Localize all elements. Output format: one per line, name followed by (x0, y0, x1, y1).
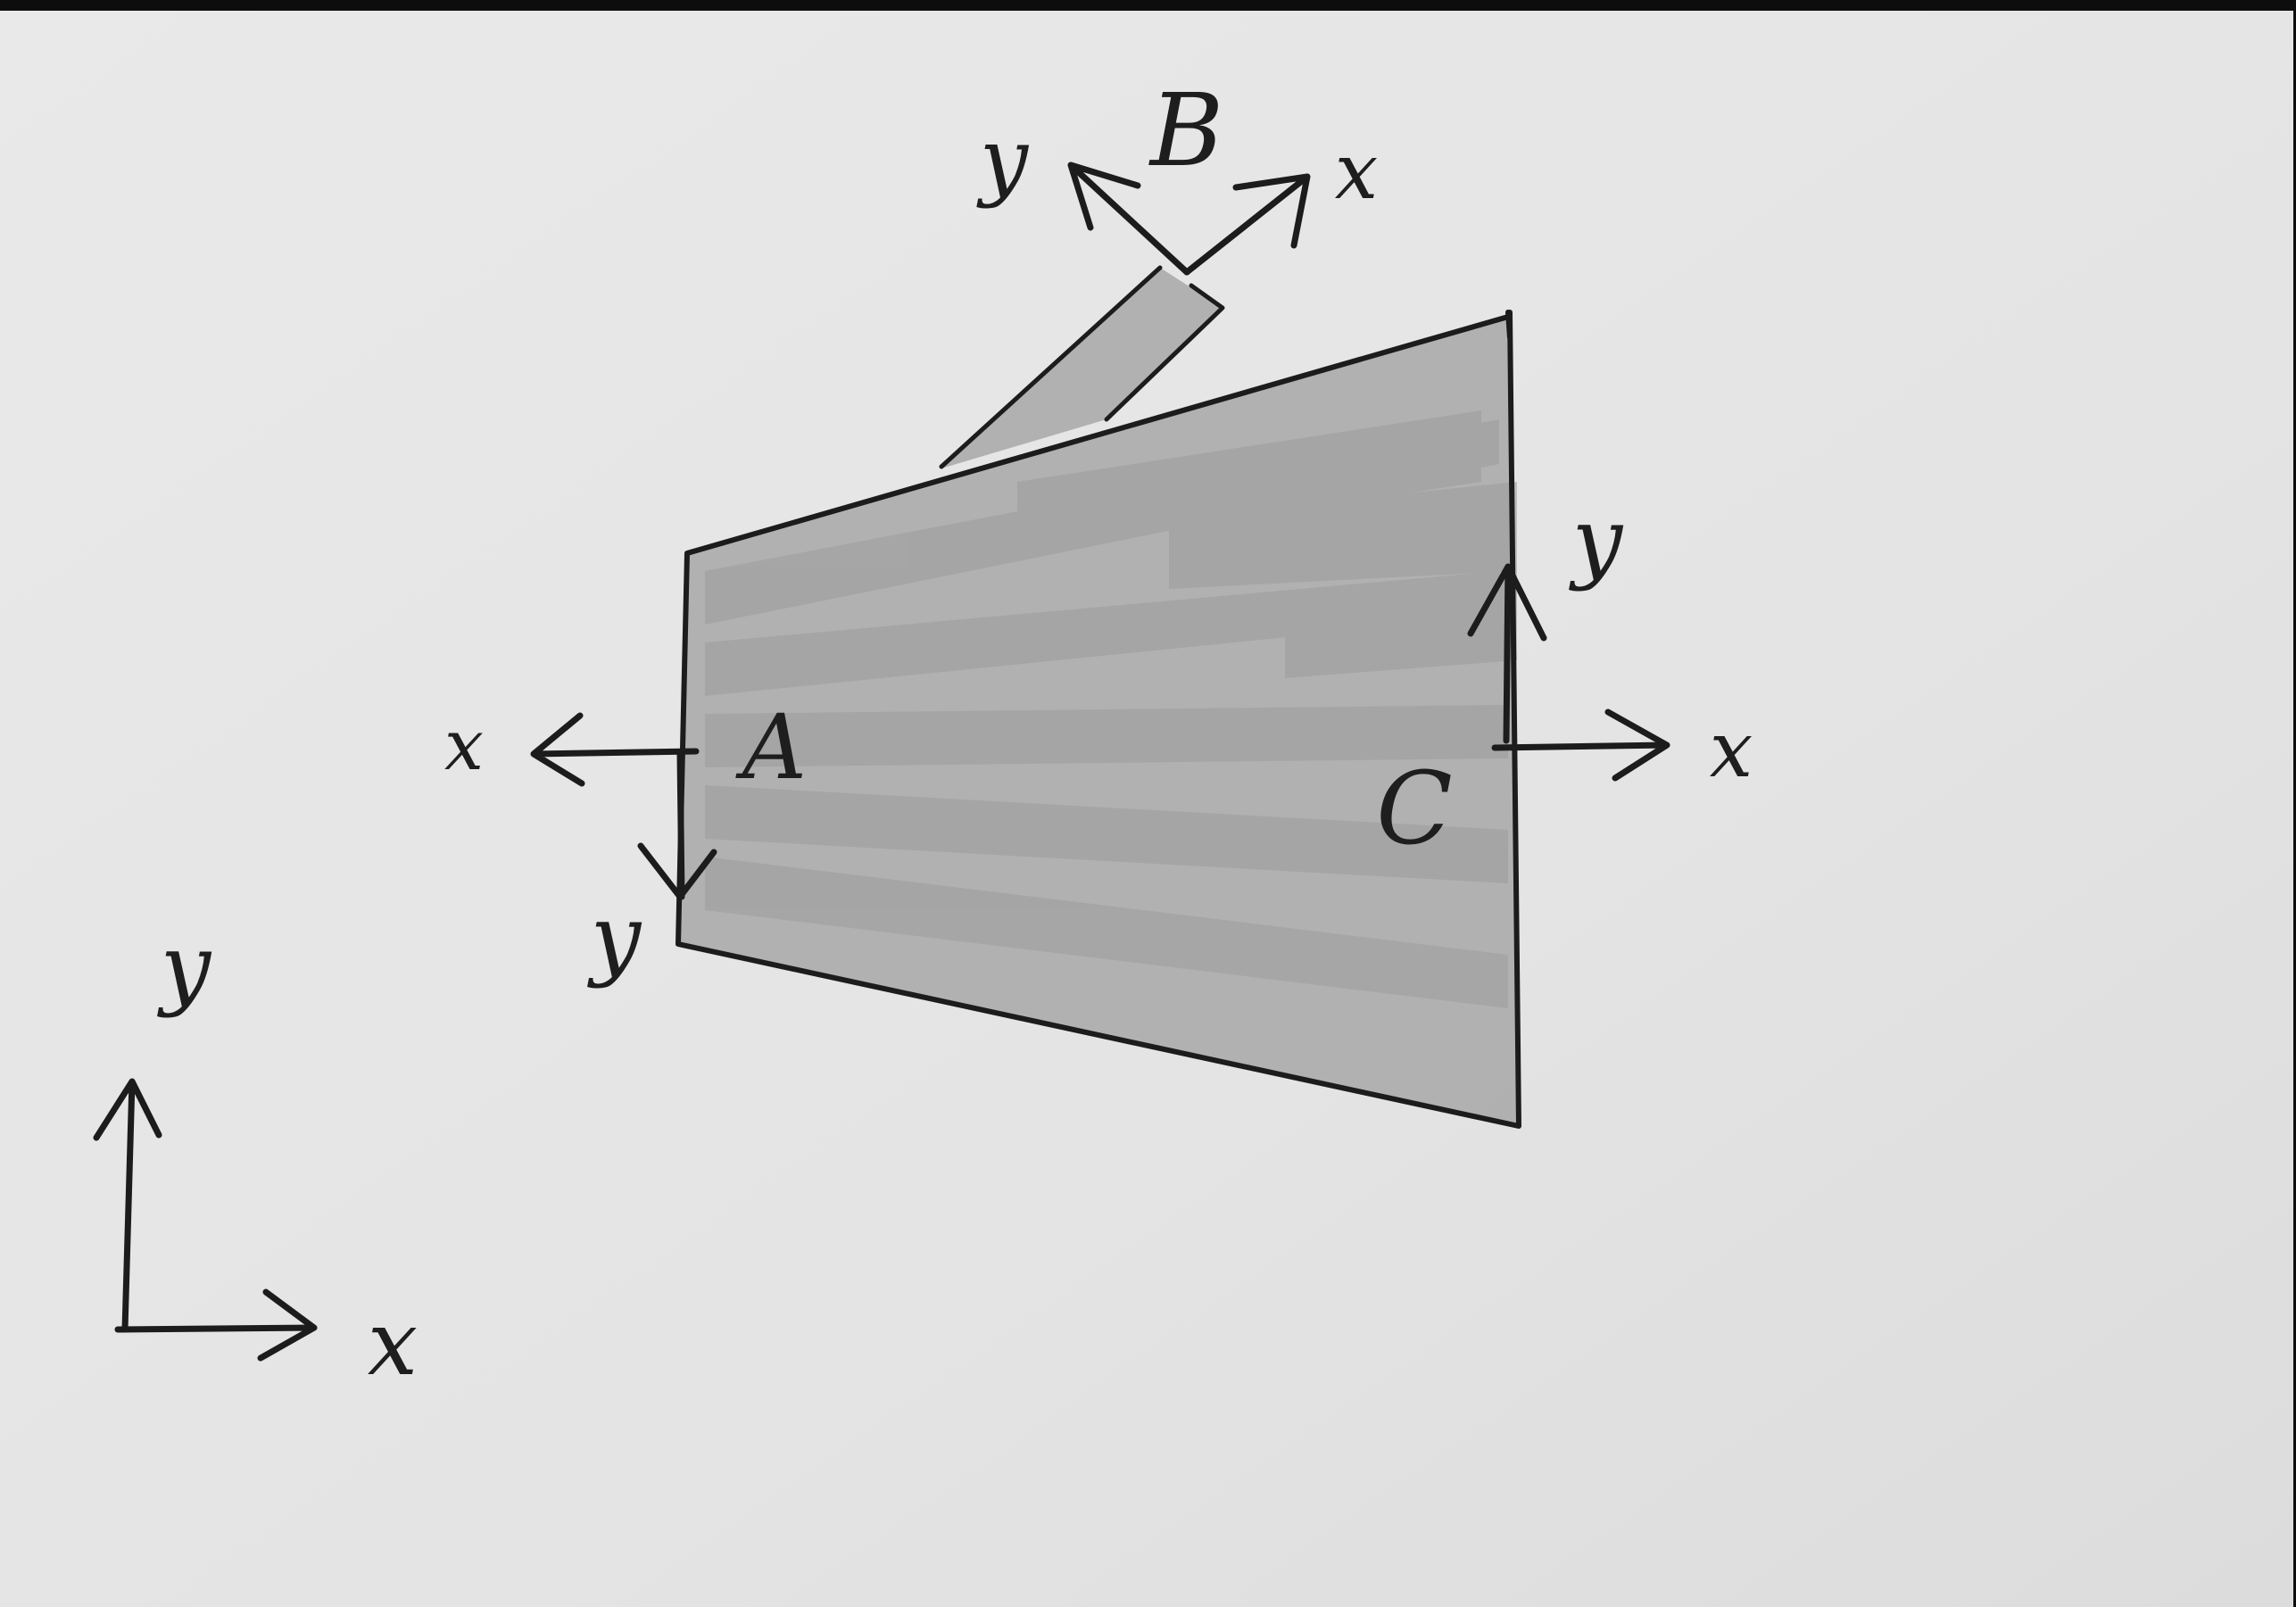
frame-a-y-arrow (637, 750, 717, 900)
global-y-arrow (93, 1078, 162, 1333)
frame-c: y x C (1376, 488, 1753, 867)
frame-a-y-label: y (587, 885, 642, 990)
frame-b-x-label: x (1335, 128, 1379, 217)
frame-a: x y A (444, 695, 807, 990)
global-x-label: x (368, 1291, 418, 1396)
shaded-arm (941, 268, 1223, 468)
frame-b-y-arrow (1067, 162, 1190, 276)
frame-b-x-arrow (1183, 173, 1311, 276)
frame-b-y-label: y (976, 110, 1030, 210)
point-c-label: C (1376, 751, 1453, 867)
frame-c-x-label: x (1710, 706, 1753, 795)
point-a-label: A (735, 695, 807, 799)
frame-c-y-label: y (1569, 488, 1624, 592)
global-y-label: y (157, 915, 212, 1019)
frame-b: y x B (976, 73, 1379, 276)
global-x-arrow (114, 1288, 318, 1362)
shaded-body (678, 317, 1517, 1124)
frame-global: y x (93, 915, 418, 1396)
frame-c-y-arrow (1467, 563, 1547, 744)
point-b-label: B (1148, 73, 1223, 189)
arm-outline (939, 265, 1225, 469)
frame-c-x-arrow (1491, 708, 1670, 782)
frame-a-x-label: x (444, 706, 484, 786)
frame-a-x-arrow (530, 712, 700, 787)
